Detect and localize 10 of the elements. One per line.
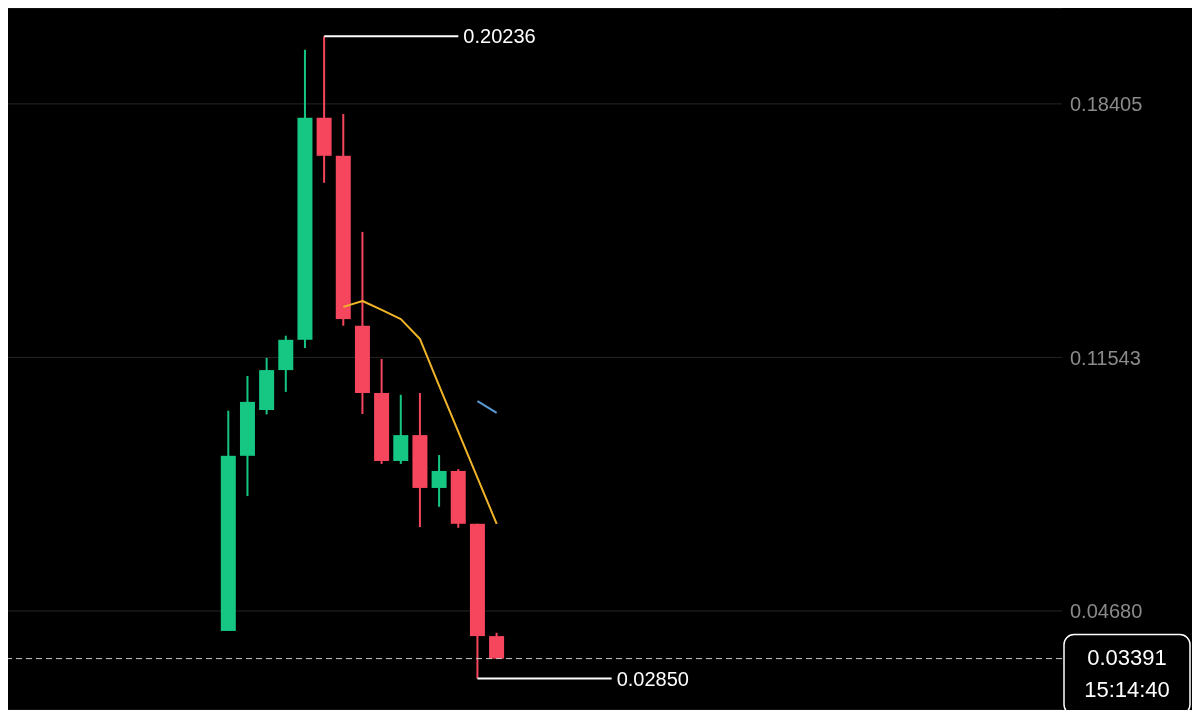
candlestick (431, 454, 447, 508)
text: 15:14:40 (1084, 676, 1170, 702)
line-series (342, 299, 498, 525)
ref-line-label: 0.03391 (1087, 644, 1167, 670)
y-tick-label: 0.04680 (1070, 600, 1143, 623)
annotation: 0.20236 (463, 25, 536, 48)
annotation: 0.02850 (616, 667, 689, 690)
y-tick-label: 0.11543 (1070, 346, 1141, 369)
y-tick-label: 0.18405 (1070, 92, 1143, 115)
candlestick (489, 631, 505, 660)
